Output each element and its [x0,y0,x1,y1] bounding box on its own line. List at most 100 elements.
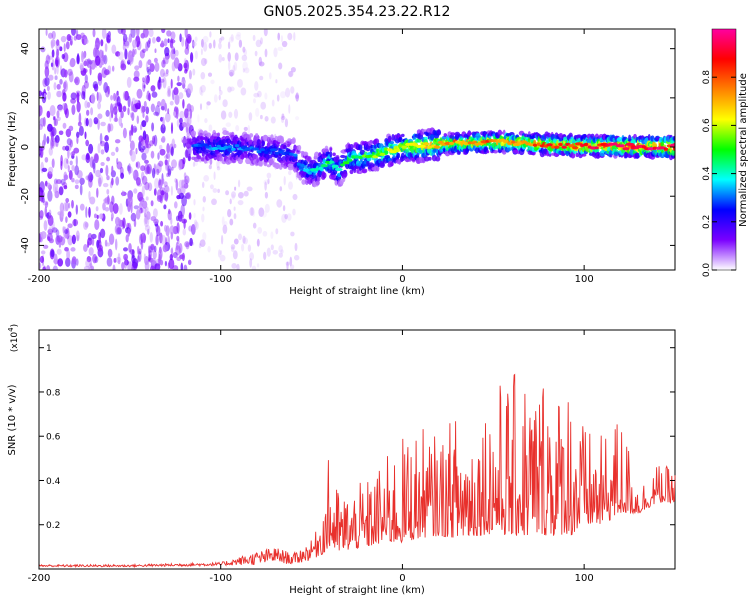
spectrogram-cell [283,176,286,186]
spectrogram-cell [217,188,220,193]
snr-x-label: Height of straight line (km) [289,585,425,596]
spectrogram-cell [503,139,509,143]
spectrogram-cell [219,254,226,262]
spectrogram-y-tick-label: 0 [20,144,31,150]
spectrogram-cell [317,175,321,182]
spectrogram-cell [176,256,182,262]
spectrogram-cell [168,150,171,163]
spectrogram-cell [128,166,133,174]
spectrogram-cell [107,248,113,258]
spectrogram-cell [164,55,169,65]
spectrogram-cell [329,160,335,164]
spectrogram-cell [220,36,225,41]
spectrogram-cell [106,34,111,44]
spectrogram-cell [131,39,138,49]
spectrogram-cell [194,50,198,60]
spectrogram-cell [130,150,136,162]
spectrogram-cell [111,195,115,205]
spectrogram-cell [221,57,225,62]
spectrogram-cell [211,198,217,206]
spectrogram-cell [67,223,73,229]
spectrogram-cell [436,129,441,135]
spectrogram-cell [118,51,124,61]
spectrogram-cell [211,146,219,151]
spectrogram-cell [105,242,111,247]
spectrogram-cell [177,187,182,195]
spectrogram-cell [63,157,69,170]
spectrogram-cell [88,178,93,188]
spectrogram-cell [161,59,166,68]
spectrogram-cell [387,137,392,143]
spectrogram-cell [254,81,259,91]
spectrogram-cell [142,200,148,209]
spectrogram-cell [281,113,285,118]
spectrogram-cell [220,234,224,245]
spectrogram-cell [238,39,243,48]
spectrogram-cell [140,165,146,172]
spectrogram-cell [199,132,203,137]
spectrogram-cell [113,92,116,102]
spectrogram-cell [141,145,146,151]
spectrogram-cell [532,143,538,147]
spectrogram-cell [182,99,185,109]
spectrogram-cell [124,90,129,101]
spectrogram-cell [39,210,44,219]
spectrogram-cell [180,204,185,217]
spectrogram-cell [82,68,88,74]
spectrogram-cell [98,177,102,188]
spectrogram-cell [56,235,63,243]
spectrogram-cell [46,85,50,92]
spectrogram-cell [189,108,193,119]
spectrogram-cell [52,142,58,147]
spectrogram-cell [264,181,267,191]
spectrogram-cell [46,53,50,63]
spectrogram-cell [99,228,106,239]
spectrogram-cell [69,139,73,148]
spectrogram-cell [75,155,78,167]
spectrogram-cell [272,249,279,255]
spectrogram-cell [47,228,54,235]
spectrogram-cell [39,181,45,193]
spectrogram-cell [108,233,115,245]
spectrogram-cell [203,42,208,52]
spectrogram-cell [229,71,234,77]
spectrogram-cell [175,178,179,191]
spectrogram-cell [65,198,70,203]
spectrogram-cell [222,224,228,235]
snr-y-tick-label: 0.6 [46,433,61,443]
spectrogram-cell [41,167,48,173]
spectrogram-cell [85,259,91,268]
spectrogram-cell [278,62,283,70]
spectrogram-cell [159,259,164,266]
spectrogram-cell [164,102,168,112]
spectrogram-cell [263,179,270,185]
spectrogram-cell [71,29,76,36]
spectrogram-cell [374,138,380,145]
spectrogram-cell [255,107,260,117]
spectrogram-cell [278,150,283,154]
spectrogram-cell [174,94,180,106]
spectrogram-cell [83,60,88,67]
snr-y-label: SNR (10 * v/v) [7,384,18,455]
spectrogram-cell [315,180,320,186]
spectrogram-cell [433,145,441,149]
spectrogram-cell [198,243,202,249]
spectrogram-cell [90,107,94,116]
spectrogram-cell [398,137,403,143]
spectrogram-cell [435,156,441,162]
spectrogram-cell [280,139,284,145]
spectrogram-cell [581,153,587,157]
spectrogram-cell [289,256,293,267]
snr-line [38,373,676,569]
spectrogram-cell [136,161,141,169]
spectrogram-cell [167,208,171,215]
snr-y-axis: 0.2 0.4 0.6 0.8 1 [39,344,675,531]
spectrogram-cell [63,185,68,190]
snr-x-tick-label: -200 [28,573,51,584]
spectrogram-cell [171,159,177,169]
spectrogram-cell [57,104,63,111]
spectrogram-cell [107,123,111,133]
spectrogram-cell [68,125,74,132]
spectrogram-cell [227,86,232,93]
